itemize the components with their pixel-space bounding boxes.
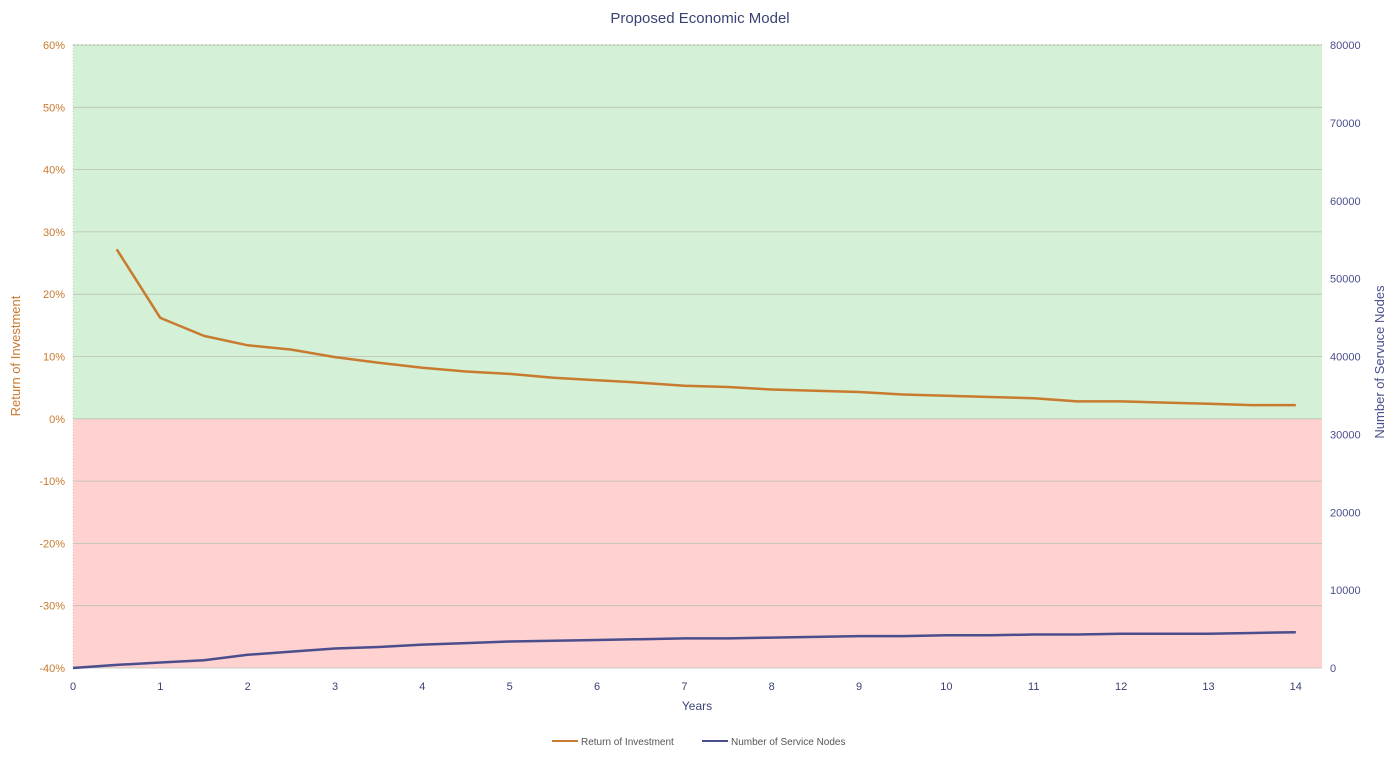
series-line-0 [115, 248, 1296, 407]
x-tick-labels: 0 1 2 3 4 5 6 7 8 9 10 11 12 13 14 [70, 681, 1302, 693]
x-axis-label: Years [682, 699, 712, 713]
x-tick-label: 9 [856, 681, 862, 693]
y-right-tick-label: 10000 [1330, 585, 1361, 597]
y-right-tick-label: 60000 [1330, 196, 1361, 208]
x-tick-label: 8 [769, 681, 775, 693]
legend-label-nodes: Number of Service Nodes [731, 737, 846, 748]
y-left-tick-label: 60% [43, 40, 65, 52]
y-left-tick-label: -20% [39, 538, 65, 550]
y-left-axis-label: Return of Investment [8, 295, 23, 416]
y-left-tick-label: 30% [43, 227, 65, 239]
legend: Return of Investment Number of Service N… [552, 737, 846, 748]
x-tick-label: 3 [332, 681, 338, 693]
x-tick-label: 7 [681, 681, 687, 693]
y-left-tick-label: -30% [39, 601, 65, 613]
x-tick-label: 11 [1028, 681, 1039, 693]
y-left-tick-label: 10% [43, 352, 65, 364]
y-left-tick-label: 50% [43, 102, 65, 114]
series-lines [72, 248, 1296, 670]
y-right-tick-labels: 0 10000 20000 30000 40000 50000 60000 70000 8000… [1330, 40, 1361, 675]
x-tick-label: 5 [507, 681, 513, 693]
chart-title: Proposed Economic Model [610, 10, 789, 27]
y-left-tick-label: 0% [49, 414, 65, 426]
x-tick-label: 0 [70, 681, 76, 693]
y-right-tick-label: 40000 [1330, 352, 1361, 364]
y-left-tick-label: -10% [39, 476, 65, 488]
x-tick-label: 13 [1202, 681, 1214, 693]
y-right-tick-label: 80000 [1330, 40, 1361, 52]
x-tick-label: 4 [419, 681, 425, 693]
y-right-tick-label: 50000 [1330, 274, 1361, 286]
y-right-tick-label: 30000 [1330, 429, 1361, 441]
y-right-tick-label: 20000 [1330, 507, 1361, 519]
y-left-tick-label: 40% [43, 165, 65, 177]
y-left-tick-labels: -40% -30% -20% -10% 0% 10% 20% 30% 40% 50% 60% [39, 40, 65, 675]
y-left-tick-label: 20% [43, 289, 65, 301]
x-tick-label: 14 [1290, 681, 1302, 693]
legend-label-roi: Return of Investment [581, 737, 674, 748]
y-right-tick-label: 70000 [1330, 118, 1361, 130]
x-tick-label: 2 [245, 681, 251, 693]
x-tick-label: 12 [1115, 681, 1127, 693]
y-right-axis-label: Number of Servuce Nodes [1372, 285, 1387, 439]
series-line-1 [72, 630, 1296, 670]
x-tick-label: 6 [594, 681, 600, 693]
x-tick-label: 1 [157, 681, 163, 693]
gridlines [72, 44, 1322, 669]
x-tick-label: 10 [940, 681, 952, 693]
y-right-tick-label: 0 [1330, 663, 1336, 675]
y-left-tick-label: -40% [39, 663, 65, 675]
